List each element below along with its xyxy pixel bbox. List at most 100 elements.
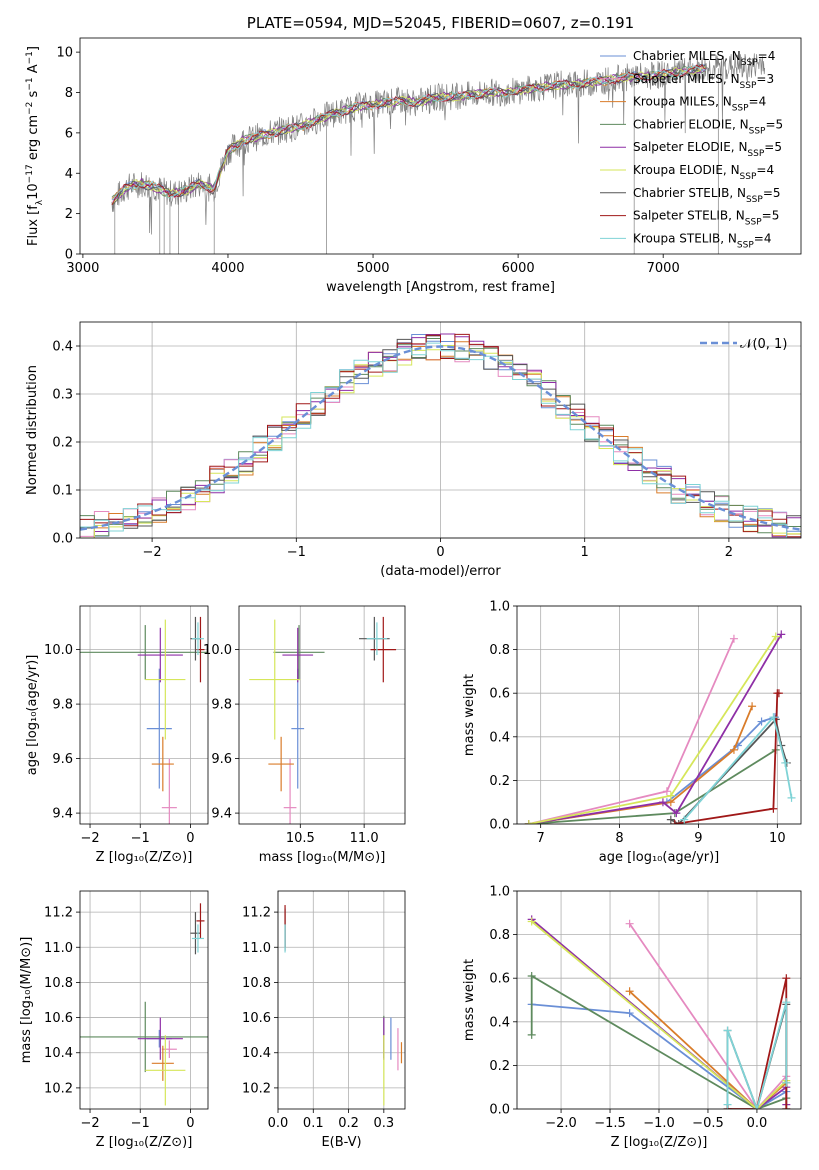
marker bbox=[527, 1030, 536, 1039]
marker bbox=[777, 630, 786, 639]
y-tick-label: 0.2 bbox=[489, 1059, 510, 1074]
axes-frame bbox=[79, 890, 209, 1110]
model-kroupa-elodie bbox=[111, 66, 706, 205]
y-tick-label: 0.0 bbox=[52, 532, 73, 547]
y-tick-label: 9.8 bbox=[52, 698, 73, 713]
normal-curve bbox=[80, 345, 801, 531]
legend-sep: , bbox=[723, 163, 731, 177]
x-axis-label: Z [log₁₀(Z/Z⊙)] bbox=[96, 850, 193, 865]
series-kroupa-stelib bbox=[683, 715, 793, 821]
legend-sep: , bbox=[731, 140, 739, 154]
legend-n-sub: SSP bbox=[740, 81, 757, 91]
y-tick-label: 0.4 bbox=[52, 340, 73, 355]
marker bbox=[771, 632, 780, 641]
y-tick-label: 0.2 bbox=[489, 774, 510, 789]
y-tick-label: 1.0 bbox=[489, 600, 510, 615]
legend-n-sub: SSP bbox=[745, 218, 762, 228]
marker bbox=[666, 815, 675, 824]
y-tick-label: 0.6 bbox=[489, 687, 510, 702]
y-axis-label: mass weight bbox=[462, 674, 477, 756]
x-tick-label: 9 bbox=[694, 831, 702, 846]
model-kroupa-stelib bbox=[111, 65, 706, 201]
x-tick-label: 0 bbox=[436, 545, 444, 560]
y-tick-label: 9.6 bbox=[211, 752, 232, 767]
marker bbox=[658, 798, 667, 807]
x-tick-label: 0.2 bbox=[338, 1116, 359, 1131]
legend-n-value: 3 bbox=[766, 72, 774, 86]
legend-name: Chabrier MILES bbox=[633, 49, 724, 63]
y-tick-label: 10.2 bbox=[242, 1081, 271, 1096]
marker bbox=[625, 919, 634, 928]
marker bbox=[782, 1078, 791, 1087]
marker bbox=[782, 974, 791, 983]
x-tick-label: 4000 bbox=[211, 261, 244, 276]
marker bbox=[787, 793, 796, 802]
marker bbox=[527, 917, 536, 926]
legend-n: N bbox=[736, 209, 745, 223]
marker bbox=[781, 758, 790, 767]
y-axis-label-part: −2 bbox=[25, 102, 35, 115]
legend-entry: Chabrier MILES, NSSP=4 bbox=[633, 49, 775, 68]
x-tick-label: 11.0 bbox=[350, 831, 379, 846]
y-tick-label: 6 bbox=[65, 126, 73, 141]
y-tick-label: 10.8 bbox=[242, 976, 271, 991]
y-axis-label: Normed distribution bbox=[25, 365, 40, 495]
marker bbox=[723, 1100, 732, 1109]
series-salpeter-elodie bbox=[528, 633, 783, 824]
legend-eq: = bbox=[756, 72, 766, 86]
legend-n-value: 4 bbox=[759, 95, 767, 109]
y-tick-label: 0.6 bbox=[489, 972, 510, 987]
legend-entry: 𝒩(0, 1) bbox=[740, 337, 787, 352]
x-tick-label: −2 bbox=[143, 545, 162, 560]
legend-n: N bbox=[731, 163, 740, 177]
legend-entry: Chabrier STELIB, NSSP=5 bbox=[633, 186, 781, 205]
chart-mass-weight-vs-age: 7 8 9 10 0.0 0.2 0.4 0.6 0.8 1.0 age [log₁₀(age/yr… bbox=[462, 600, 802, 865]
legend-entry: Salpeter ELODIE, NSSP=5 bbox=[633, 140, 782, 159]
marker bbox=[524, 820, 533, 824]
marker bbox=[782, 998, 791, 1007]
y-axis-label-part: λ bbox=[35, 199, 45, 205]
series-kroupa-elodie bbox=[528, 636, 777, 824]
y-tick-label: 10.4 bbox=[242, 1046, 271, 1061]
marker bbox=[723, 1026, 732, 1035]
axes-frame bbox=[79, 321, 802, 539]
plot-area bbox=[527, 915, 791, 1109]
y-tick-label: 0.4 bbox=[489, 730, 510, 745]
y-tick-label: 10.0 bbox=[44, 643, 73, 658]
x-tick-label: −2.0 bbox=[545, 1116, 577, 1131]
marker bbox=[666, 791, 675, 800]
y-tick-label: 9.4 bbox=[211, 807, 232, 822]
x-axis-label: Z [log₁₀(Z/Z⊙)] bbox=[96, 1135, 193, 1150]
legend-name: Kroupa ELODIE bbox=[633, 163, 723, 177]
y-tick-label: 11.2 bbox=[44, 906, 73, 921]
y-tick-label: 1.0 bbox=[489, 885, 510, 900]
axes-frame bbox=[516, 605, 802, 825]
legend-entry: Kroupa MILES, NSSP=4 bbox=[633, 95, 766, 114]
y-tick-label: 0.0 bbox=[489, 818, 510, 833]
legend-name: Kroupa STELIB bbox=[633, 231, 720, 245]
legend-name: Chabrier ELODIE bbox=[633, 117, 732, 131]
hist-salpeter-elodie bbox=[80, 333, 801, 538]
plot-area bbox=[249, 616, 397, 824]
legend-sep: , bbox=[729, 186, 737, 200]
x-axis-label: (data-model)/error bbox=[380, 564, 501, 579]
x-tick-label: 10 bbox=[769, 831, 786, 846]
y-tick-label: 10.0 bbox=[203, 643, 232, 658]
model-salpeter-stelib bbox=[111, 64, 706, 206]
series-salpeter-miles bbox=[628, 923, 787, 1109]
legend-n-sub: SSP bbox=[732, 104, 749, 114]
x-tick-label: 1 bbox=[581, 545, 589, 560]
series-chabrier-miles bbox=[528, 716, 776, 824]
chart-mass-weight-vs-Z: −2.0 −1.5 −1.0 −0.5 0.0 0.0 0.2 0.4 0.6 0.8 1.0 Z [… bbox=[462, 885, 802, 1150]
legend-sep: , bbox=[723, 72, 731, 86]
legend-n: N bbox=[731, 72, 740, 86]
legend-n-sub: SSP bbox=[749, 126, 766, 136]
x-tick-label: −1 bbox=[287, 545, 306, 560]
marker bbox=[782, 1105, 791, 1109]
legend-entry: Kroupa ELODIE, NSSP=4 bbox=[633, 163, 774, 182]
observed-spectrum bbox=[111, 53, 766, 235]
y-tick-label: 10.4 bbox=[44, 1046, 73, 1061]
x-tick-label: −1 bbox=[131, 831, 150, 846]
legend-n-value: 5 bbox=[774, 140, 782, 154]
